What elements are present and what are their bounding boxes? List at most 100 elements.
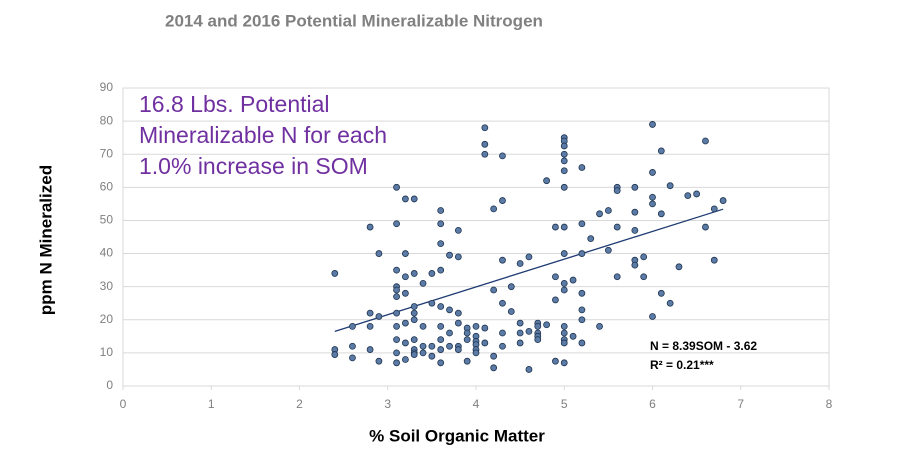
data-point bbox=[437, 207, 445, 214]
data-point bbox=[410, 303, 418, 310]
data-point bbox=[428, 352, 436, 360]
data-point bbox=[702, 137, 709, 145]
data-point bbox=[587, 235, 595, 243]
x-tick-label: 6 bbox=[649, 397, 656, 411]
data-point bbox=[393, 359, 400, 367]
data-point bbox=[481, 339, 489, 347]
data-point bbox=[410, 309, 418, 317]
data-point bbox=[463, 336, 471, 344]
data-point bbox=[437, 220, 445, 228]
data-point bbox=[437, 336, 445, 344]
data-point bbox=[560, 359, 568, 367]
data-point bbox=[560, 167, 568, 175]
data-point bbox=[640, 273, 648, 281]
data-point bbox=[640, 253, 648, 261]
data-point bbox=[552, 223, 559, 231]
data-point bbox=[560, 339, 568, 347]
data-point bbox=[401, 250, 409, 257]
data-point bbox=[393, 309, 400, 317]
data-point bbox=[428, 299, 436, 307]
data-point bbox=[454, 319, 462, 327]
data-point bbox=[375, 250, 383, 257]
data-point bbox=[666, 299, 674, 307]
data-point bbox=[578, 164, 586, 171]
data-point bbox=[349, 354, 356, 362]
data-point bbox=[331, 351, 339, 358]
y-tick-label: 40 bbox=[100, 246, 114, 260]
data-point bbox=[401, 195, 409, 203]
data-point bbox=[410, 270, 418, 277]
x-tick-label: 7 bbox=[737, 397, 744, 411]
data-point bbox=[401, 356, 409, 363]
data-point bbox=[446, 306, 453, 314]
x-tick-label: 2 bbox=[296, 397, 303, 411]
data-point bbox=[613, 187, 621, 195]
data-point bbox=[596, 210, 603, 218]
data-point bbox=[481, 124, 489, 132]
data-point bbox=[428, 342, 436, 350]
trendline bbox=[334, 208, 724, 332]
y-tick-label: 10 bbox=[100, 345, 114, 359]
data-point bbox=[560, 142, 568, 150]
data-point bbox=[410, 316, 418, 324]
data-point bbox=[499, 329, 506, 337]
data-point bbox=[375, 357, 383, 365]
data-point bbox=[499, 342, 506, 350]
data-point bbox=[437, 322, 445, 330]
data-point bbox=[437, 346, 445, 353]
data-point bbox=[631, 261, 639, 269]
annotation-line: 16.8 Lbs. Potential bbox=[139, 91, 330, 117]
data-point bbox=[463, 329, 471, 337]
data-point bbox=[410, 351, 418, 358]
data-point bbox=[499, 256, 506, 264]
data-point bbox=[446, 329, 453, 337]
data-point bbox=[454, 346, 462, 353]
data-point bbox=[631, 226, 639, 234]
data-point bbox=[560, 329, 568, 337]
data-point bbox=[490, 352, 498, 360]
data-point bbox=[446, 251, 453, 259]
data-point bbox=[366, 322, 374, 330]
data-point bbox=[560, 279, 568, 287]
data-point bbox=[578, 316, 586, 324]
data-point bbox=[534, 336, 542, 344]
data-point bbox=[472, 322, 480, 330]
equation: N = 8.39SOM - 3.62 bbox=[650, 339, 757, 353]
data-point bbox=[437, 359, 445, 367]
x-tick-label: 8 bbox=[826, 397, 833, 411]
data-point bbox=[560, 223, 568, 231]
data-point bbox=[481, 324, 489, 332]
y-tick-label: 90 bbox=[100, 80, 114, 94]
x-tick-label: 1 bbox=[208, 397, 215, 411]
data-point bbox=[419, 349, 427, 357]
data-point bbox=[552, 273, 559, 281]
data-point bbox=[578, 250, 586, 257]
data-point bbox=[596, 322, 603, 330]
data-point bbox=[710, 256, 718, 264]
data-point bbox=[613, 273, 621, 281]
data-point bbox=[578, 339, 586, 347]
data-point bbox=[649, 169, 656, 176]
data-point bbox=[366, 309, 374, 317]
x-tick-label: 5 bbox=[561, 397, 568, 411]
data-point bbox=[393, 349, 400, 357]
r-squared: R² = 0.21*** bbox=[650, 358, 714, 372]
data-point bbox=[419, 279, 427, 287]
annotation-line: 1.0% increase in SOM bbox=[139, 153, 368, 179]
data-point bbox=[684, 192, 692, 200]
y-tick-label: 0 bbox=[106, 378, 113, 392]
data-point bbox=[507, 308, 515, 315]
y-tick-label: 80 bbox=[100, 113, 114, 127]
data-point bbox=[569, 276, 577, 284]
data-point bbox=[366, 346, 374, 353]
data-point bbox=[649, 313, 656, 320]
y-tick-label: 50 bbox=[100, 213, 114, 227]
data-point bbox=[490, 364, 498, 372]
data-point bbox=[657, 210, 665, 218]
data-point bbox=[543, 321, 550, 329]
data-point bbox=[534, 322, 542, 330]
data-point bbox=[490, 286, 498, 294]
data-point bbox=[516, 329, 524, 337]
y-tick-label: 20 bbox=[100, 312, 114, 326]
